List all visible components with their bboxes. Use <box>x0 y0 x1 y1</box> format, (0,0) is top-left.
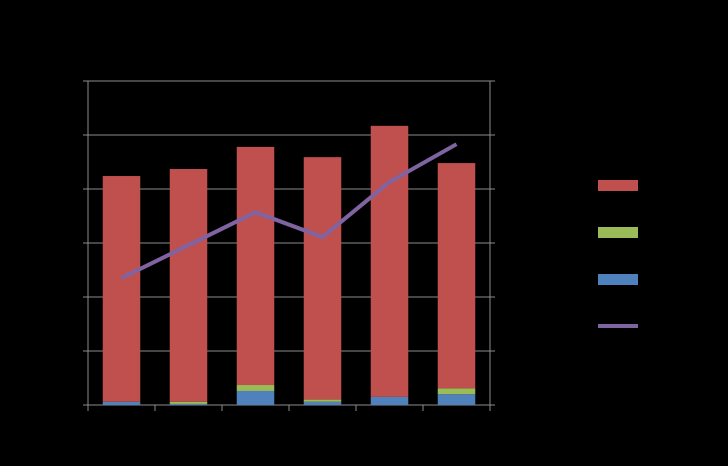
line-series <box>120 142 458 280</box>
legend-swatch <box>598 227 638 238</box>
bar-segment <box>437 388 476 395</box>
bar-segment <box>437 394 476 405</box>
bar-segment <box>169 401 208 404</box>
bar-segment <box>303 399 342 402</box>
bar-segment <box>236 146 275 386</box>
bar-segment <box>102 176 141 402</box>
bar-segment <box>236 390 275 405</box>
bar-segment <box>370 396 409 405</box>
bar-segment <box>437 163 476 389</box>
legend-swatch <box>598 180 638 191</box>
bar-segment <box>303 157 342 400</box>
bar-segment <box>169 403 208 405</box>
bar-segment <box>102 401 141 405</box>
bar-segment <box>303 401 342 405</box>
bar-segment <box>236 385 275 391</box>
bar-segment <box>370 125 409 397</box>
legend-swatch <box>598 274 638 285</box>
bar-segment <box>169 169 208 402</box>
